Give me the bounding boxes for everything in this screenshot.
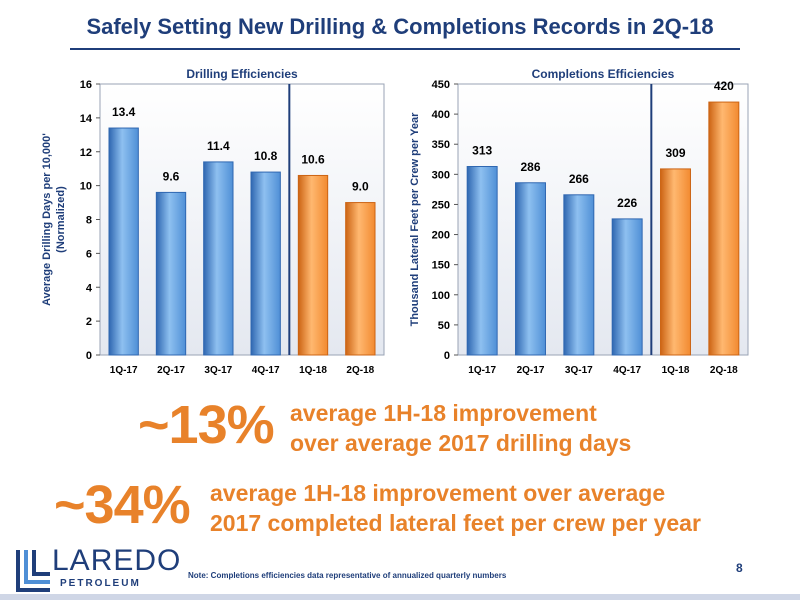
completions-bar-2Q-17 (515, 182, 546, 356)
drilling-xtick-label-4Q-17: 4Q-17 (252, 365, 280, 376)
completions-ytick-label-5: 250 (432, 199, 450, 211)
drilling-ytick-label-3: 6 (86, 248, 92, 260)
drilling-xtick-label-1Q-18: 1Q-18 (299, 365, 327, 376)
stat-drilling-text: average 1H-18 improvement over average 2… (290, 398, 631, 458)
completions-ytick-label-0: 0 (444, 350, 450, 362)
drilling-bar-3Q-17 (203, 161, 234, 356)
completions-ylabel: Thousand Lateral Feet per Crew per Year (409, 112, 421, 326)
drilling-ytick-label-5: 10 (80, 181, 92, 193)
drilling-bar-1Q-17 (108, 127, 139, 356)
completions-xtick-label-1Q-18: 1Q-18 (662, 365, 690, 376)
completions-xtick-label-2Q-17: 2Q-17 (517, 365, 545, 376)
logo-wordmark: LAREDO (52, 544, 182, 577)
footnote: Note: Completions efficiencies data repr… (188, 571, 507, 580)
drilling-bar-2Q-18 (345, 202, 376, 356)
completions-plot-area (457, 83, 749, 356)
stat-completions-line1: average 1H-18 improvement over average (210, 480, 666, 506)
drilling-data-label-2Q-18: 9.0 (352, 180, 369, 194)
drilling-xtick-label-2Q-18: 2Q-18 (346, 365, 374, 376)
completions-data-label-1Q-18: 309 (665, 146, 685, 160)
completions-data-label-4Q-17: 226 (617, 196, 637, 210)
drilling-data-label-2Q-17: 9.6 (163, 169, 180, 183)
drilling-bar-2Q-17 (155, 191, 187, 356)
completions-xtick-label-3Q-17: 3Q-17 (565, 365, 593, 376)
completions-ytick-label-9: 450 (432, 79, 450, 91)
drilling-data-label-1Q-17: 13.4 (112, 105, 136, 119)
completions-ytick-label-7: 350 (432, 139, 450, 151)
drilling-ytick-label-7: 14 (80, 113, 93, 125)
completions-data-label-2Q-17: 286 (520, 160, 540, 174)
drilling-data-label-4Q-17: 10.8 (254, 149, 278, 163)
drilling-ytick-label-1: 2 (86, 316, 92, 328)
completions-ytick-label-3: 150 (432, 260, 450, 272)
completions-ytick-label-8: 400 (432, 109, 450, 121)
stat-drilling-line1: average 1H-18 improvement (290, 400, 597, 426)
bottom-bar (0, 594, 800, 600)
slide-title: Safely Setting New Drilling & Completion… (86, 14, 714, 39)
logo-mark-icon (16, 550, 50, 592)
completions-bar-4Q-17 (611, 218, 643, 356)
stat-completions-line2: 2017 completed lateral feet per crew per… (210, 510, 701, 536)
stat-drilling-percent: ~13% (138, 395, 275, 455)
drilling-xtick-label-2Q-17: 2Q-17 (157, 365, 185, 376)
drilling-xtick-label-1Q-17: 1Q-17 (110, 365, 138, 376)
drilling-data-label-3Q-17: 11.4 (207, 139, 230, 153)
drilling-ylabel-sub: (Normalized) (55, 186, 67, 253)
completions-bar-1Q-18 (660, 168, 691, 356)
stat-completions-percent: ~34% (54, 475, 191, 535)
completions-ytick-label-2: 100 (432, 290, 450, 302)
completions-xtick-label-2Q-18: 2Q-18 (710, 365, 738, 376)
completions-bar-1Q-17 (466, 166, 498, 356)
drilling-xtick-label-3Q-17: 3Q-17 (204, 365, 232, 376)
logo-subtitle: PETROLEUM (60, 578, 141, 589)
drilling-ytick-label-2: 4 (86, 282, 93, 294)
stat-completions-text: average 1H-18 improvement over average 2… (210, 478, 701, 538)
completions-data-label-3Q-17: 266 (569, 172, 589, 186)
drilling-plot-area (99, 83, 385, 356)
completions-ytick-label-1: 50 (438, 320, 450, 332)
completions-xtick-label-1Q-17: 1Q-17 (468, 365, 496, 376)
company-logo: LAREDO PETROLEUM (14, 544, 184, 594)
drilling-bar-4Q-17 (250, 171, 281, 356)
title-underline (70, 48, 740, 50)
completions-data-label-1Q-17: 313 (472, 144, 492, 158)
completions-bar-2Q-18 (708, 101, 740, 356)
completions-bar-3Q-17 (563, 194, 595, 356)
drilling-ylabel: Average Drilling Days per 10,000' (41, 133, 53, 306)
drilling-ytick-label-0: 0 (86, 350, 92, 362)
drilling-ytick-label-6: 12 (80, 147, 92, 159)
completions-chart-title: Completions Efficiencies (532, 67, 675, 81)
drilling-ytick-label-8: 16 (80, 79, 92, 91)
drilling-bar-1Q-18 (297, 174, 329, 356)
drilling-chart-title: Drilling Efficiencies (186, 67, 298, 81)
completions-xtick-label-4Q-17: 4Q-17 (613, 365, 641, 376)
stat-drilling-line2: over average 2017 drilling days (290, 430, 632, 456)
page-number: 8 (736, 561, 743, 575)
drilling-ytick-label-4: 8 (86, 215, 92, 227)
completions-ytick-label-4: 200 (432, 230, 450, 242)
completions-data-label-2Q-18: 420 (714, 79, 734, 93)
drilling-data-label-1Q-18: 10.6 (301, 152, 325, 166)
completions-ytick-label-6: 300 (432, 169, 450, 181)
